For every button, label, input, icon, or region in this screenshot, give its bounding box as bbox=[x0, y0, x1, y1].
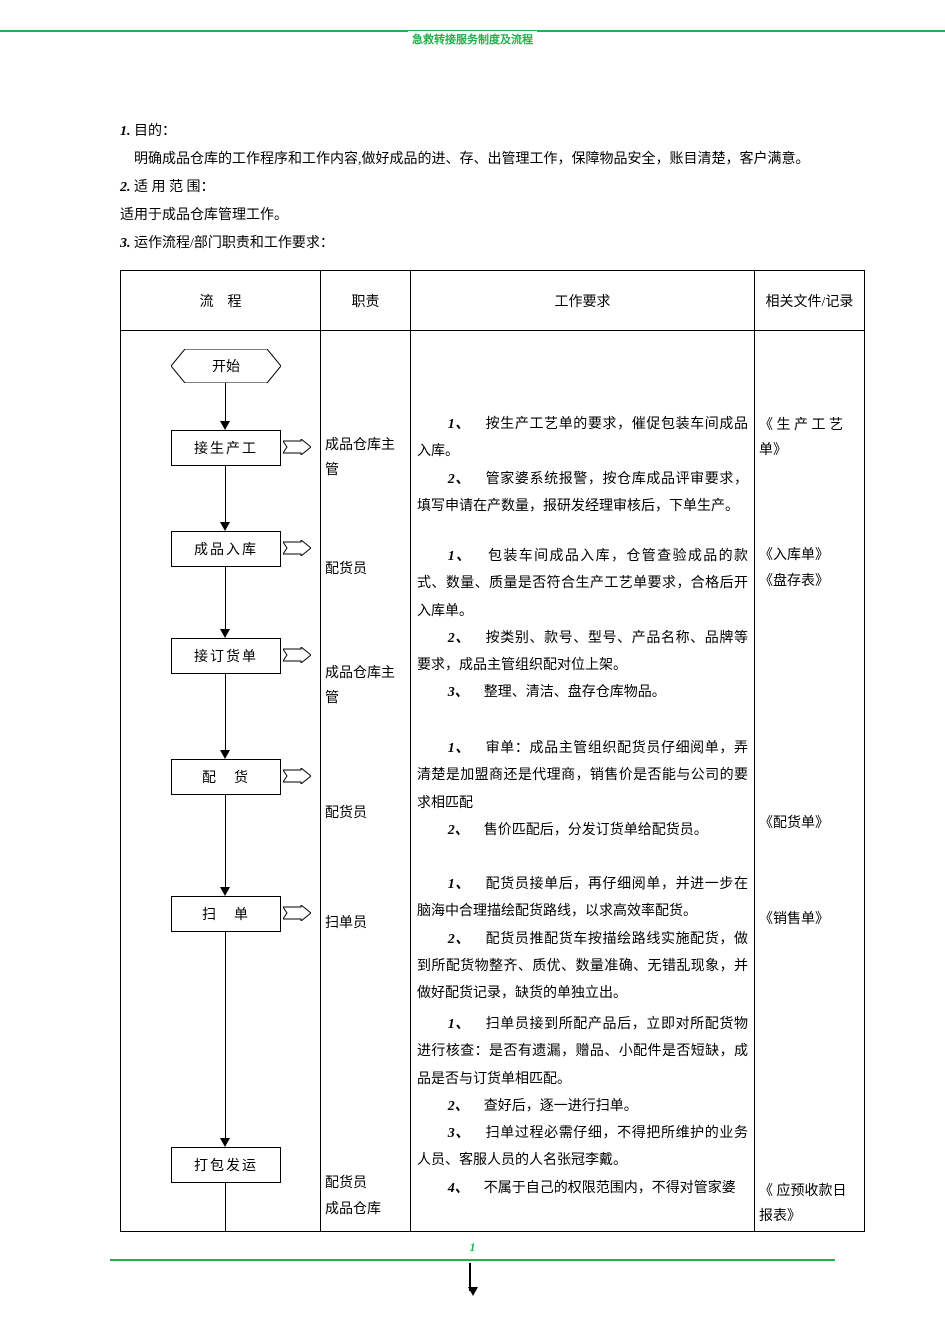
flow-connector bbox=[225, 567, 226, 631]
table-header-row: 流 程 职责 工作要求 相关文件/记录 bbox=[121, 271, 865, 331]
resp-2: 配货员 bbox=[325, 557, 406, 582]
doc-2a: 《入库单》 bbox=[759, 543, 860, 568]
req-3a: 1、 审单：成品主管组织配货员仔细阅单，弄清楚是加盟商还是代理商，销售价是否能与… bbox=[417, 735, 748, 817]
resp-4: 配货员 bbox=[325, 801, 406, 826]
flow-connector bbox=[225, 383, 226, 423]
flow-box-1: 接生产工 bbox=[171, 430, 281, 466]
req-2a: 1、 包装车间成品入库，仓管查验成品的款式、数量、质量是否符合生产工艺单要求，合… bbox=[417, 543, 748, 625]
intro-block: 1. 目的： 明确成品仓库的工作程序和工作内容,做好成品的进、存、出管理工作，保… bbox=[120, 118, 865, 258]
flow-box-5: 扫 单 bbox=[171, 896, 281, 932]
flow-box-6: 打包发运 bbox=[171, 1147, 281, 1183]
process-table: 流 程 职责 工作要求 相关文件/记录 开始 接生产工 bbox=[120, 270, 865, 1232]
sec3-num: 3. bbox=[120, 236, 131, 251]
sec2-body: 适用于成品仓库管理工作。 bbox=[120, 202, 865, 230]
resp-6b: 成品仓库 bbox=[325, 1197, 406, 1222]
flow-connector bbox=[225, 795, 226, 889]
footer-rule bbox=[110, 1259, 835, 1261]
doc-2b: 《盘存表》 bbox=[759, 569, 860, 594]
arrow-right-icon bbox=[283, 905, 311, 921]
doc-3: 《配货单》 bbox=[759, 811, 860, 836]
arrow-down-icon bbox=[220, 629, 230, 638]
arrow-down-icon bbox=[220, 522, 230, 531]
flow-box-4: 配 货 bbox=[171, 759, 281, 795]
sec1-body: 明确成品仓库的工作程序和工作内容,做好成品的进、存、出管理工作，保障物品安全，账… bbox=[120, 146, 865, 174]
resp-6a: 配货员 bbox=[325, 1171, 406, 1196]
req-1a: 1、 按生产工艺单的要求，催促包装车间成品入库。 bbox=[417, 411, 748, 466]
flow-start-label: 开始 bbox=[171, 349, 281, 383]
sec1: 1. 目的： bbox=[120, 118, 865, 146]
resp-5: 扫单员 bbox=[325, 911, 406, 936]
th-req: 工作要求 bbox=[411, 271, 755, 331]
page-header-title: 急救转接服务制度及流程 bbox=[408, 31, 537, 47]
arrow-down-icon bbox=[220, 750, 230, 759]
flow-box-6-label: 打包发运 bbox=[194, 1155, 258, 1175]
resp-3: 成品仓库主管 bbox=[325, 661, 406, 711]
flow-box-3-label: 接订货单 bbox=[194, 646, 258, 666]
doc-5: 《 应预收款日报表》 bbox=[759, 1179, 860, 1229]
req-1b: 2、 管家婆系统报警，按仓库成品评审要求，填写申请在产数量，报研发经理审核后，下… bbox=[417, 466, 748, 521]
sec3: 3. 运作流程/部门职责和工作要求： bbox=[120, 230, 865, 258]
flow-box-2-label: 成品入库 bbox=[194, 539, 258, 559]
sec1-num: 1. bbox=[120, 124, 131, 139]
flow-connector bbox=[225, 466, 226, 524]
arrow-right-icon bbox=[283, 540, 311, 556]
sec2: 2. 适 用 范 围： bbox=[120, 174, 865, 202]
flow-box-3: 接订货单 bbox=[171, 638, 281, 674]
flow-box-4-label: 配 货 bbox=[202, 767, 250, 787]
sec2-name: 适 用 范 围： bbox=[134, 180, 215, 195]
flow-connector bbox=[225, 932, 226, 1140]
flow-box-1-label: 接生产工 bbox=[194, 438, 258, 458]
flow-box-5-label: 扫 单 bbox=[202, 904, 250, 924]
arrow-down-icon bbox=[220, 1138, 230, 1147]
resp-1: 成品仓库主管 bbox=[325, 433, 406, 483]
flow-box-2: 成品入库 bbox=[171, 531, 281, 567]
arrow-down-icon bbox=[468, 1287, 478, 1296]
docs-cell: 《 生 产 工 艺 单》 《入库单》 《盘存表》 《配货单》 《销售单》 《 应… bbox=[755, 331, 865, 1232]
req-5b: 2、 查好后，逐一进行扫单。 bbox=[417, 1093, 748, 1120]
arrow-right-icon bbox=[283, 439, 311, 455]
content: 1. 目的： 明确成品仓库的工作程序和工作内容,做好成品的进、存、出管理工作，保… bbox=[0, 48, 945, 1232]
th-docs: 相关文件/记录 bbox=[755, 271, 865, 331]
flow-start: 开始 bbox=[171, 349, 281, 383]
arrow-down-icon bbox=[220, 887, 230, 896]
flow-cell: 开始 接生产工 成品入库 接订货单 bbox=[121, 331, 321, 1232]
table-body-row: 开始 接生产工 成品入库 接订货单 bbox=[121, 331, 865, 1232]
th-flow: 流 程 bbox=[121, 271, 321, 331]
th-resp: 职责 bbox=[321, 271, 411, 331]
req-cell: 1、 按生产工艺单的要求，催促包装车间成品入库。 2、 管家婆系统报警，按仓库成… bbox=[411, 331, 755, 1232]
sec1-name: 目的： bbox=[134, 124, 176, 139]
req-4b: 2、 配货员推配货车按描绘路线实施配货，做到所配货物整齐、质优、数量准确、无错乱… bbox=[417, 926, 748, 1008]
flow-connector bbox=[225, 1183, 226, 1231]
req-4a: 1、 配货员接单后，再仔细阅单，并进一步在脑海中合理描绘配货路线，以求高效率配货… bbox=[417, 871, 748, 926]
req-3b: 2、 售价匹配后，分发订货单给配货员。 bbox=[417, 817, 748, 844]
sec2-num: 2. bbox=[120, 180, 131, 195]
doc-1: 《 生 产 工 艺 单》 bbox=[759, 413, 860, 463]
arrow-right-icon bbox=[283, 647, 311, 663]
arrow-right-icon bbox=[283, 768, 311, 784]
req-5c: 3、 扫单过程必需仔细，不得把所维护的业务人员、客服人员的人名张冠李戴。 bbox=[417, 1120, 748, 1175]
req-2c: 3、 整理、清洁、盘存仓库物品。 bbox=[417, 679, 748, 706]
sec3-name: 运作流程/部门职责和工作要求： bbox=[134, 236, 334, 251]
req-5d: 4、 不属于自己的权限范围内，不得对管家婆 bbox=[417, 1175, 748, 1202]
req-5a: 1、 扫单员接到所配产品后，立即对所配货物进行核查：是否有遗漏，赠品、小配件是否… bbox=[417, 1011, 748, 1093]
arrow-down-icon bbox=[220, 421, 230, 430]
flow-connector bbox=[225, 674, 226, 752]
req-2b: 2、 按类别、款号、型号、产品名称、品牌等要求，成品主管组织配对位上架。 bbox=[417, 625, 748, 680]
doc-4: 《销售单》 bbox=[759, 907, 860, 932]
page-number: 1 bbox=[0, 1240, 945, 1255]
resp-cell: 成品仓库主管 配货员 成品仓库主管 配货员 扫单员 配货员 成品仓库 bbox=[321, 331, 411, 1232]
